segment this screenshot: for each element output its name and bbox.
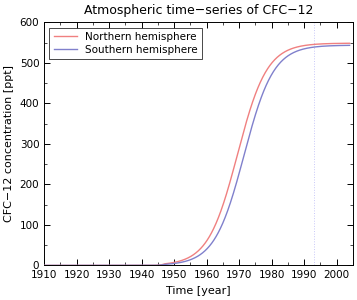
Southern hemisphere — [347, 44, 352, 47]
Southern hemisphere — [42, 264, 46, 267]
Southern hemisphere — [286, 54, 290, 58]
Legend: Northern hemisphere, Southern hemisphere: Northern hemisphere, Southern hemisphere — [49, 28, 202, 59]
Northern hemisphere — [166, 262, 170, 265]
Southern hemisphere — [166, 262, 170, 266]
Northern hemisphere — [177, 260, 181, 263]
Northern hemisphere — [286, 49, 290, 52]
Northern hemisphere — [347, 41, 352, 45]
Southern hemisphere — [280, 59, 285, 62]
Line: Northern hemisphere: Northern hemisphere — [44, 43, 350, 266]
Northern hemisphere — [280, 52, 285, 55]
Line: Southern hemisphere: Southern hemisphere — [44, 45, 350, 266]
Y-axis label: CFC−12 concentration [ppt]: CFC−12 concentration [ppt] — [4, 65, 14, 223]
Northern hemisphere — [42, 264, 46, 267]
Northern hemisphere — [252, 96, 256, 100]
Southern hemisphere — [177, 261, 181, 265]
Southern hemisphere — [252, 118, 256, 122]
Title: Atmospheric time−series of CFC−12: Atmospheric time−series of CFC−12 — [84, 4, 313, 17]
Southern hemisphere — [73, 264, 77, 267]
Northern hemisphere — [73, 264, 77, 267]
X-axis label: Time [year]: Time [year] — [166, 286, 231, 296]
